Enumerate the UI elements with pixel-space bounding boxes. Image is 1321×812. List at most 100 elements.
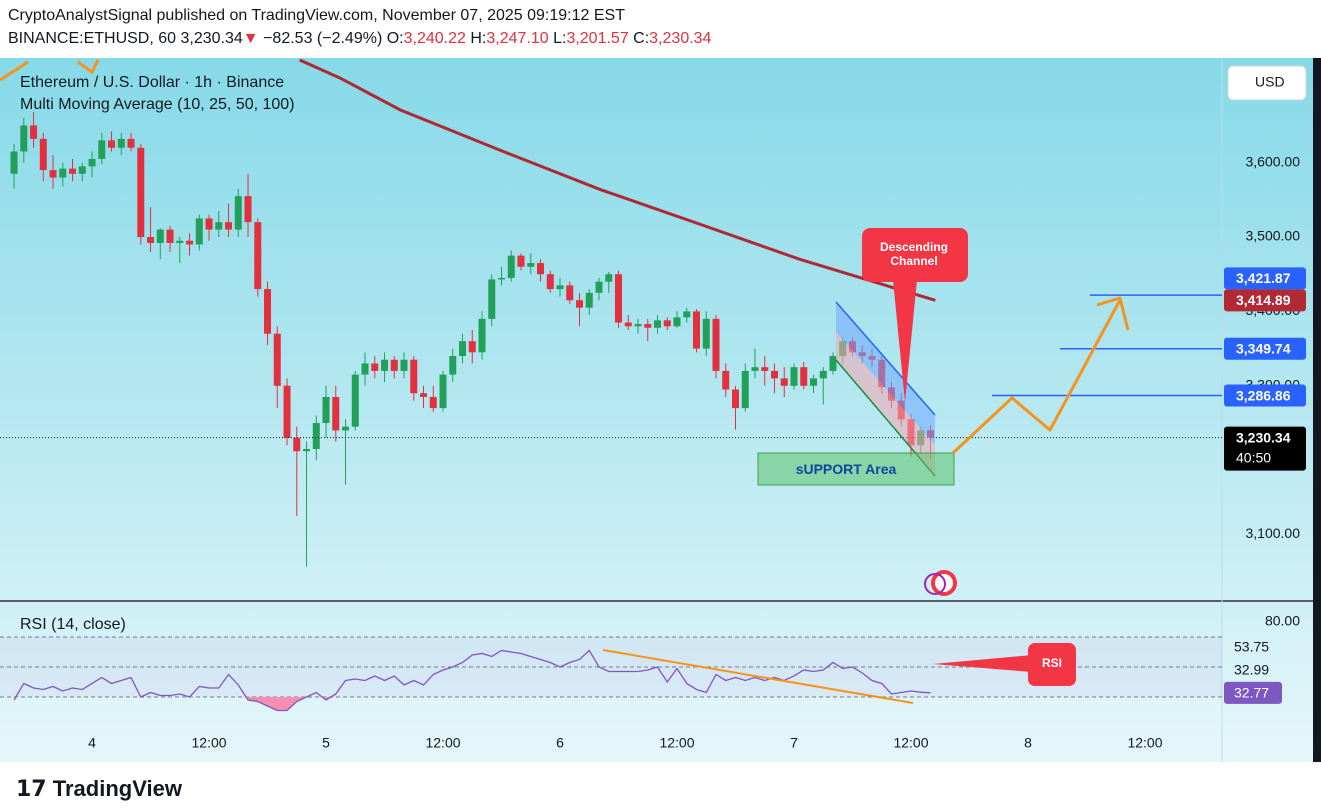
logo: 𝟭𝟳 [16,776,47,801]
o-label: O: [386,30,404,47]
candle-body [351,374,359,427]
x-tick-label: 12:00 [425,735,460,751]
candle-body [576,300,584,308]
channel-line [835,301,936,416]
candle-body [283,385,291,438]
candle-body [108,140,116,148]
l-label: L: [553,30,567,47]
candle-body [10,151,18,174]
x-tick-label: 12:00 [659,735,694,751]
channel-fill [836,302,935,445]
chart-title: Ethereum / U.S. Dollar · 1h · Binance [20,74,285,91]
price-badge [1224,426,1306,471]
candle-body [683,311,691,318]
candle-body [137,147,145,238]
candle-body [322,396,330,423]
candle-body [410,359,418,394]
x-tick-label: 12:00 [893,735,928,751]
candle-body [156,229,164,243]
orange-line [0,59,100,82]
candle-body [722,370,730,390]
arrow: ▼ [242,30,259,47]
candle-body [215,222,223,230]
candle-body [663,320,671,327]
indicator-title: Multi Moving Average (10, 25, 50, 100) [20,96,295,113]
currency[interactable]: USD [1255,74,1285,90]
candle-body [498,277,506,280]
price-badge [1224,337,1306,360]
symbol-line: BINANCE:ETHUSD, 60 3,230.34▼ −82.53 (−2.… [8,30,711,48]
rsi-badge-label: 32.99 [1234,662,1269,678]
callout-pointer [893,280,917,402]
support-box [757,452,955,486]
rsi-trendline [602,649,914,704]
rsi-title: RSI (14, close) [20,616,126,633]
candle-body [264,289,272,334]
rsi-line [13,649,931,712]
c: 3,230.34 [649,30,712,47]
candle-body [381,359,389,371]
symbol: BINANCE:ETHUSD, 60 [8,30,177,47]
candle-body [507,255,515,278]
candle-body [244,196,252,223]
annotations [602,228,1130,704]
candle-body [205,218,213,230]
background [0,58,1313,762]
candle-body [78,166,86,174]
x-tick-label: 7 [790,735,798,751]
h: 3,247.10 [486,30,549,47]
candle-body [20,125,28,152]
candle-body [478,318,486,353]
candle-body [371,363,379,371]
price-badge-label: 3,421.87 [1236,270,1291,286]
candle-body [809,378,817,386]
rsi-badge-label: 53.75 [1234,639,1269,655]
candle-body [439,374,447,409]
candle-body [829,356,837,371]
candle-body [751,367,759,371]
brand-name: TradingView [52,776,182,801]
candle-body [273,333,281,386]
candle-body [644,324,652,328]
candle-body [712,318,720,371]
x-tick-label: 12:00 [1127,735,1162,751]
candle-body [98,140,106,159]
candle-body [117,138,125,148]
currency-button[interactable] [1227,65,1307,101]
candle-body [176,240,184,243]
price-badge-label: 3,230.34 [1236,429,1291,445]
price-badge [1224,267,1306,290]
plot [0,58,1222,712]
candle-body [195,218,203,245]
y-tick-label: 80.00 [1265,613,1300,629]
candle-body [234,196,242,230]
chart: 3,100.003,300.003,400.003,500.003,600.00… [0,58,1321,762]
channel-label: Descending Channel [879,240,948,268]
candle-body [49,170,57,178]
candle-body [166,229,174,243]
candle-body [293,437,301,452]
last: 3,230.34 [180,30,243,47]
candle-body [546,274,554,290]
candle-body [556,285,564,290]
candle-body [59,168,67,178]
rsi-badge-label: 32.77 [1234,685,1269,701]
candle-body [30,125,38,139]
callout-box [862,228,968,282]
candle-body [400,359,408,371]
price-badge [1224,384,1306,407]
candle-body [673,317,681,327]
candle-body [254,222,262,290]
candle-body [459,341,467,357]
candle-body [449,356,457,375]
l: 3,201.57 [566,30,629,47]
candle-body [780,378,788,386]
c-label: C: [633,30,650,47]
candle-body [39,138,47,171]
y-tick-label: 3,500.00 [1246,228,1301,244]
candle-body [654,320,662,328]
candle-body [819,370,827,379]
candle-body [468,341,476,353]
